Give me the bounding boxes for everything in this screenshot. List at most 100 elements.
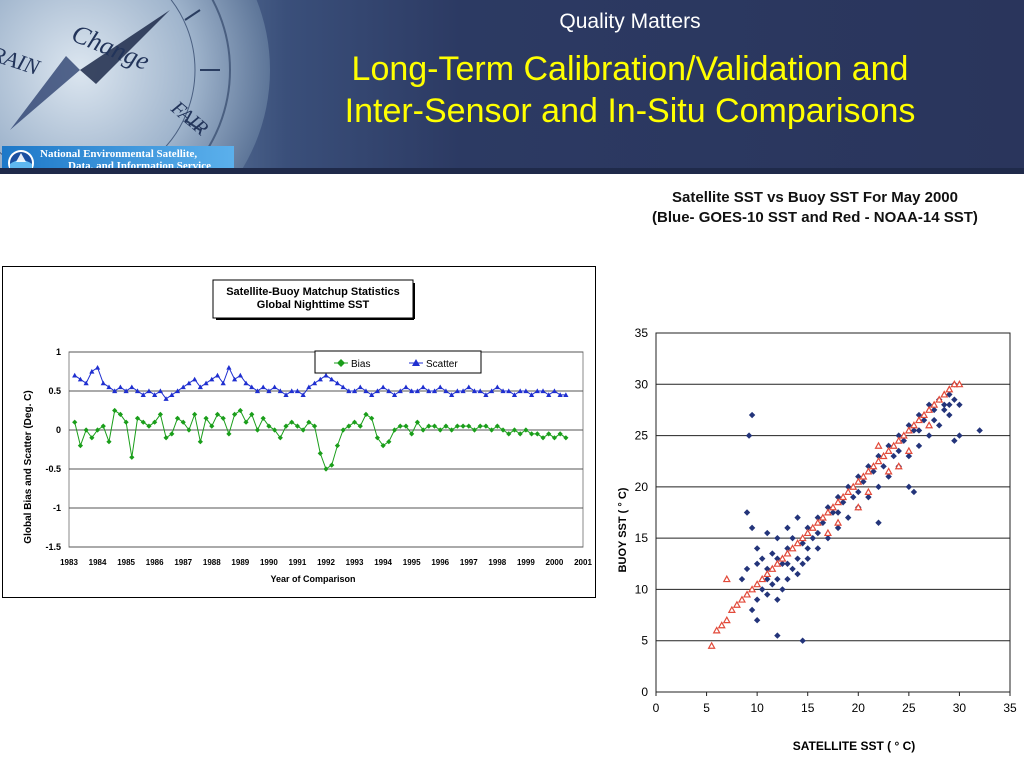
data-point-goes-10-sst <box>865 463 872 470</box>
scatter-x-tick-label: 35 <box>1003 701 1017 715</box>
data-point-noaa-14-sst <box>818 513 827 521</box>
legend-bias-marker <box>337 359 345 367</box>
data-point-bias <box>391 427 398 433</box>
data-point-noaa-14-sst <box>788 544 797 552</box>
data-point-scatter <box>249 384 255 390</box>
organization-name-line-1: National Environmental Satellite, <box>40 148 198 160</box>
legend-scatter-label: Scatter <box>426 359 458 370</box>
data-point-scatter <box>426 388 432 394</box>
data-point-scatter <box>443 388 449 394</box>
data-point-scatter <box>374 388 380 394</box>
data-point-bias <box>386 439 392 445</box>
data-point-scatter <box>220 380 226 386</box>
data-point-scatter <box>180 384 186 390</box>
data-point-noaa-14-sst <box>889 441 898 449</box>
scatter-y-tick-label: 25 <box>635 429 649 443</box>
compass-icon: RAIN Change FAIR <box>0 0 270 174</box>
chart-subtitle: Global Nighttime SST <box>257 299 370 311</box>
data-point-goes-10-sst <box>743 565 751 573</box>
y-tick-label: -1.5 <box>45 542 61 552</box>
data-point-scatter <box>489 388 495 394</box>
data-point-bias <box>340 427 346 433</box>
sst-scatter-chart: 0 5 10 15 20 25 30 35 0 5 10 15 20 25 30 35 SATELLITE S… <box>617 326 1017 753</box>
data-point-noaa-14-sst <box>899 431 908 439</box>
data-point-noaa-14-sst <box>869 462 878 470</box>
data-point-scatter <box>323 372 329 378</box>
data-point-scatter <box>386 388 392 394</box>
data-point-noaa-14-sst <box>768 564 777 572</box>
data-point-scatter <box>129 384 135 390</box>
x-tick-label: 1985 <box>117 558 135 567</box>
data-point-noaa-14-sst <box>884 467 893 475</box>
data-point-scatter <box>500 388 506 394</box>
data-point-noaa-14-sst <box>828 503 838 511</box>
data-point-scatter <box>294 388 301 394</box>
data-point-bias <box>471 427 478 433</box>
data-point-noaa-14-sst <box>849 482 858 490</box>
data-point-goes-10-sst <box>794 570 801 578</box>
scatter-y-axis-label: BUOY SST ( ° C) <box>617 487 629 572</box>
data-point-goes-10-sst <box>743 509 751 516</box>
data-point-bias <box>454 423 460 429</box>
y-tick-label: 1 <box>56 347 61 357</box>
data-point-scatter <box>317 376 323 382</box>
data-point-scatter <box>72 372 78 378</box>
data-point-bias <box>300 427 306 433</box>
data-point-goes-10-sst <box>951 396 958 403</box>
banner-subtitle: Quality Matters <box>559 10 701 33</box>
scatter-y-tick-label: 5 <box>641 634 648 648</box>
data-point-noaa-14-sst <box>925 405 934 413</box>
data-point-bias <box>266 423 272 429</box>
x-tick-label: 1987 <box>174 558 192 567</box>
chart-title-box <box>212 279 414 319</box>
data-point-scatter <box>123 388 129 394</box>
data-point-scatter <box>534 388 540 394</box>
data-point-noaa-14-sst <box>793 539 802 547</box>
data-point-noaa-14-sst <box>823 528 832 537</box>
data-point-bias <box>237 407 243 414</box>
data-point-noaa-14-sst <box>879 451 888 460</box>
data-point-scatter <box>106 384 112 390</box>
data-point-bias <box>489 427 495 433</box>
data-point-noaa-14-sst <box>864 467 873 475</box>
data-point-noaa-14-sst <box>884 446 893 454</box>
data-point-bias <box>72 419 78 425</box>
data-point-scatter <box>243 380 249 386</box>
data-point-scatter <box>174 388 181 394</box>
data-point-goes-10-sst <box>870 468 877 475</box>
data-point-bias <box>272 427 278 433</box>
data-point-scatter <box>260 384 266 390</box>
data-point-noaa-14-sst <box>737 595 746 603</box>
data-point-bias <box>140 419 146 425</box>
data-point-goes-10-sst <box>748 606 756 614</box>
data-point-bias <box>112 407 118 414</box>
data-point-noaa-14-sst <box>773 559 782 567</box>
matchup-statistics-svg: Satellite-Buoy Matchup Statistics Global… <box>23 279 592 584</box>
data-point-goes-10-sst <box>956 432 963 439</box>
data-point-bias <box>306 419 312 425</box>
data-point-scatter <box>169 392 175 397</box>
data-point-noaa-14-sst <box>753 580 762 588</box>
data-point-goes-10-sst <box>885 442 892 450</box>
data-point-noaa-14-sst <box>798 533 807 542</box>
y-tick-label: 0 <box>56 425 61 435</box>
data-point-goes-10-sst <box>915 442 923 450</box>
data-point-scatter <box>363 388 369 394</box>
data-point-goes-10-sst <box>784 575 791 583</box>
banner-divider <box>0 168 1024 174</box>
data-point-scatter <box>214 372 221 378</box>
x-tick-label: 1983 <box>60 558 78 567</box>
data-point-noaa-14-sst <box>839 492 848 501</box>
scatter-x-tick-label: 20 <box>852 701 866 715</box>
data-point-scatter <box>209 376 215 382</box>
data-point-scatter <box>134 388 141 394</box>
data-point-goes-10-sst <box>880 463 887 470</box>
data-point-scatter <box>77 376 84 382</box>
data-point-goes-10-sst <box>925 432 933 439</box>
data-point-bias <box>540 435 546 441</box>
data-point-bias <box>380 443 386 449</box>
data-point-goes-10-sst <box>951 437 958 444</box>
data-point-noaa-14-sst <box>854 477 863 485</box>
data-point-noaa-14-sst <box>859 472 868 480</box>
data-point-noaa-14-sst <box>844 487 853 495</box>
